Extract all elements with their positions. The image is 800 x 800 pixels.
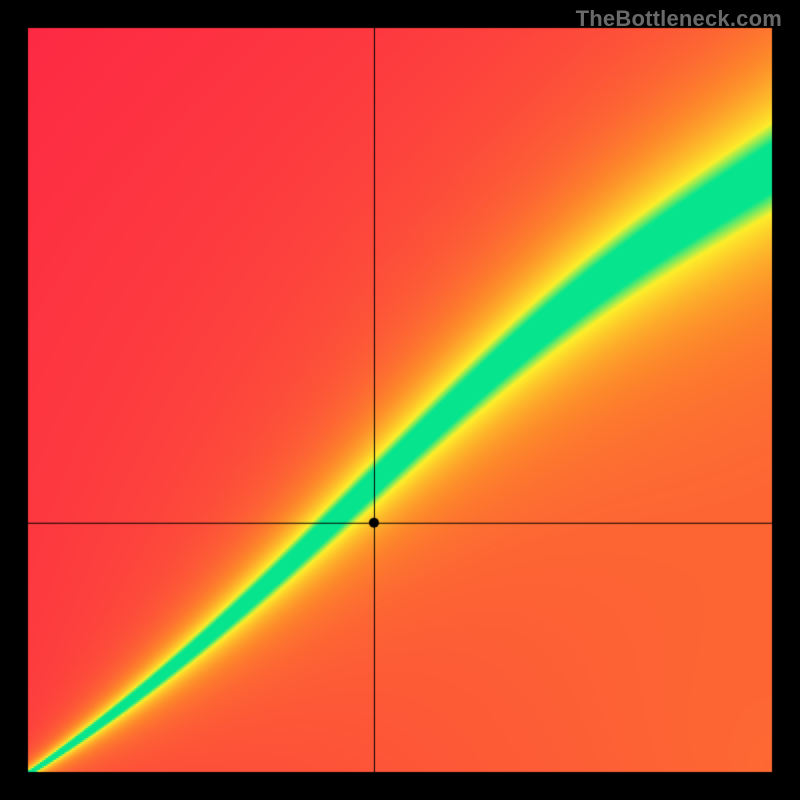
chart-container: TheBottleneck.com [0, 0, 800, 800]
watermark-text: TheBottleneck.com [576, 6, 782, 32]
bottleneck-heatmap [0, 0, 800, 800]
